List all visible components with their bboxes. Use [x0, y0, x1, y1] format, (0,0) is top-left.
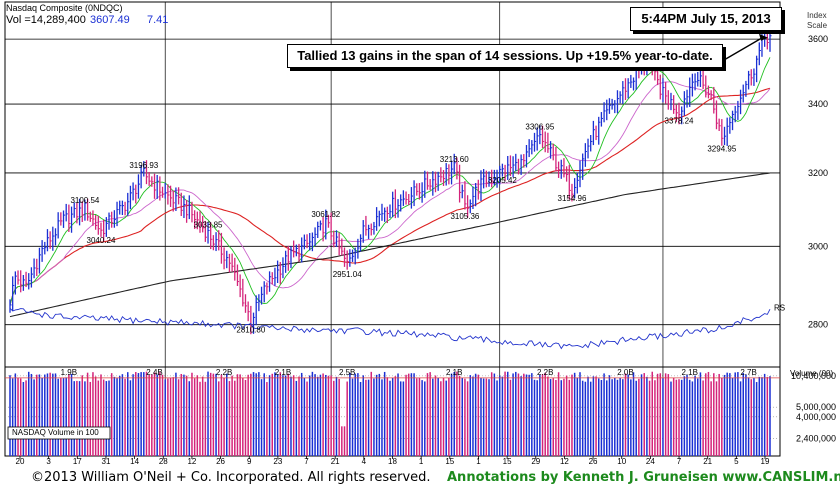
date-tick-label: 18 [388, 457, 397, 466]
volume-annotation: 2.1B [446, 368, 462, 377]
last-price: 3607.49 [90, 14, 130, 26]
volume-bars [5, 371, 780, 456]
date-tick-label: 21 [331, 457, 340, 466]
date-tick-label: 26 [589, 457, 598, 466]
price-annotation: 3306.95 [525, 123, 554, 132]
price-tick-label: 2800 [808, 320, 828, 330]
price-annotation: 3213.60 [440, 155, 469, 164]
price-annotation: 3154.96 [558, 194, 587, 203]
price-annotation: 3196.93 [129, 161, 158, 170]
date-tick-label: 14 [130, 457, 139, 466]
price-annotation: 2810.80 [236, 325, 265, 334]
price-tick-label: 3200 [808, 168, 828, 178]
date-tick-label: 21 [703, 457, 712, 466]
annotation-credit: Annotations by Kenneth J. Gruneisen www.… [447, 470, 840, 485]
volume-tick-label: 5,000,000 [796, 402, 836, 412]
date-tick-label: 5 [734, 457, 739, 466]
rs-line: RS [9, 304, 785, 350]
callout-arrowhead [759, 33, 768, 41]
volume-annotation: 2.1B [275, 368, 291, 377]
date-tick-label: 19 [761, 457, 770, 466]
date-tick-label: 7 [677, 457, 682, 466]
date-tick-label: 23 [273, 457, 282, 466]
date-tick-label: 31 [102, 457, 111, 466]
price-annotation: 3061.82 [311, 210, 340, 219]
price-annotation: 3100.54 [70, 196, 99, 205]
footer [0, 466, 840, 485]
moving-averages [9, 57, 771, 318]
date-tick-label: 26 [216, 457, 225, 466]
price-annotation: 3033.85 [194, 221, 223, 230]
ma200-line [9, 172, 771, 318]
volume-readout: Vol =14,289,400 [6, 14, 86, 26]
gains-callout: Tallied 13 gains in the span of 14 sessi… [287, 44, 723, 68]
date-tick-label: 15 [503, 457, 512, 466]
ma21-line [9, 81, 771, 306]
price-tick-label: 3600 [808, 34, 828, 44]
date-tick-label: 4 [362, 457, 367, 466]
price-annotation: 2951.04 [333, 270, 362, 279]
chart-title: Nasdaq Composite (0NDQC) [6, 3, 123, 13]
price-annotation: 3294.95 [707, 145, 736, 154]
volume-annotation: 2.1B [681, 368, 697, 377]
date-tick-label: 9 [247, 457, 252, 466]
rs-label: RS [774, 304, 785, 313]
price-change: 7.41 [147, 14, 168, 26]
price-tick-label: 3000 [808, 241, 828, 251]
date-tick-label: 3 [46, 457, 51, 466]
volume-annotation: 2.5B [339, 368, 355, 377]
ma50-line [9, 87, 771, 306]
volume-box [7, 426, 111, 440]
price-scale-label-2: Scale [807, 21, 828, 30]
date-tick-label: 12 [560, 457, 569, 466]
date-tick-label: 7 [304, 457, 309, 466]
price-annotation: 3205.42 [488, 176, 517, 185]
date-tick-label: 1 [476, 457, 481, 466]
volume-annotation: 2.7B [740, 368, 756, 377]
date-tick-label: 15 [445, 457, 454, 466]
date-tick-label: 24 [646, 457, 655, 466]
date-tick-label: 12 [187, 457, 196, 466]
price-tick-label: 3400 [808, 99, 828, 109]
date-tick-label: 1 [419, 457, 424, 466]
volume-box-label: NASDAQ Volume in 100 [12, 428, 99, 437]
callout-arrow [723, 36, 765, 61]
volume-tick-label: 10,400,000 [791, 371, 836, 381]
copyright-notice: ©2013 William O'Neil + Co. Incorporated.… [31, 470, 431, 485]
volume-annotation: 2.2B [216, 368, 232, 377]
price-annotation: 3040.24 [87, 236, 116, 245]
volume-annotation: 2.2B [537, 368, 553, 377]
price-annotation: 3105.36 [450, 212, 479, 221]
date-tick-label: 29 [531, 457, 540, 466]
date-tick-label: 28 [159, 457, 168, 466]
volume-scale-label: Volume (00) [790, 369, 833, 378]
volume-annotation: 2.0B [617, 368, 633, 377]
volume-tick-label: 2,400,000 [796, 434, 836, 444]
volume-annotation: 2.4B [146, 368, 162, 377]
timestamp-banner: 5:44PM July 15, 2013 [630, 7, 782, 31]
date-tick-label: 20 [16, 457, 25, 466]
rs-line-path [9, 307, 771, 350]
price-scale-label: Index [807, 11, 827, 20]
volume-tick-label: 4,000,000 [796, 412, 836, 422]
volume-annotation: 1.9B [61, 368, 77, 377]
ma10-line [9, 57, 771, 306]
price-bars [9, 30, 772, 335]
date-tick-label: 10 [617, 457, 626, 466]
price-annotation: 3378.24 [665, 116, 694, 125]
date-tick-label: 17 [73, 457, 82, 466]
